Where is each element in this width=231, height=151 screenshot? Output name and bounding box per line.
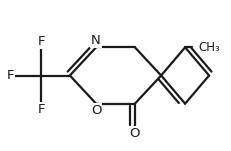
- Text: F: F: [6, 69, 14, 82]
- Text: N: N: [91, 34, 101, 47]
- Text: O: O: [130, 127, 140, 140]
- Text: F: F: [38, 103, 45, 116]
- Text: F: F: [38, 35, 45, 48]
- Text: O: O: [91, 104, 101, 117]
- Text: CH₃: CH₃: [199, 41, 221, 54]
